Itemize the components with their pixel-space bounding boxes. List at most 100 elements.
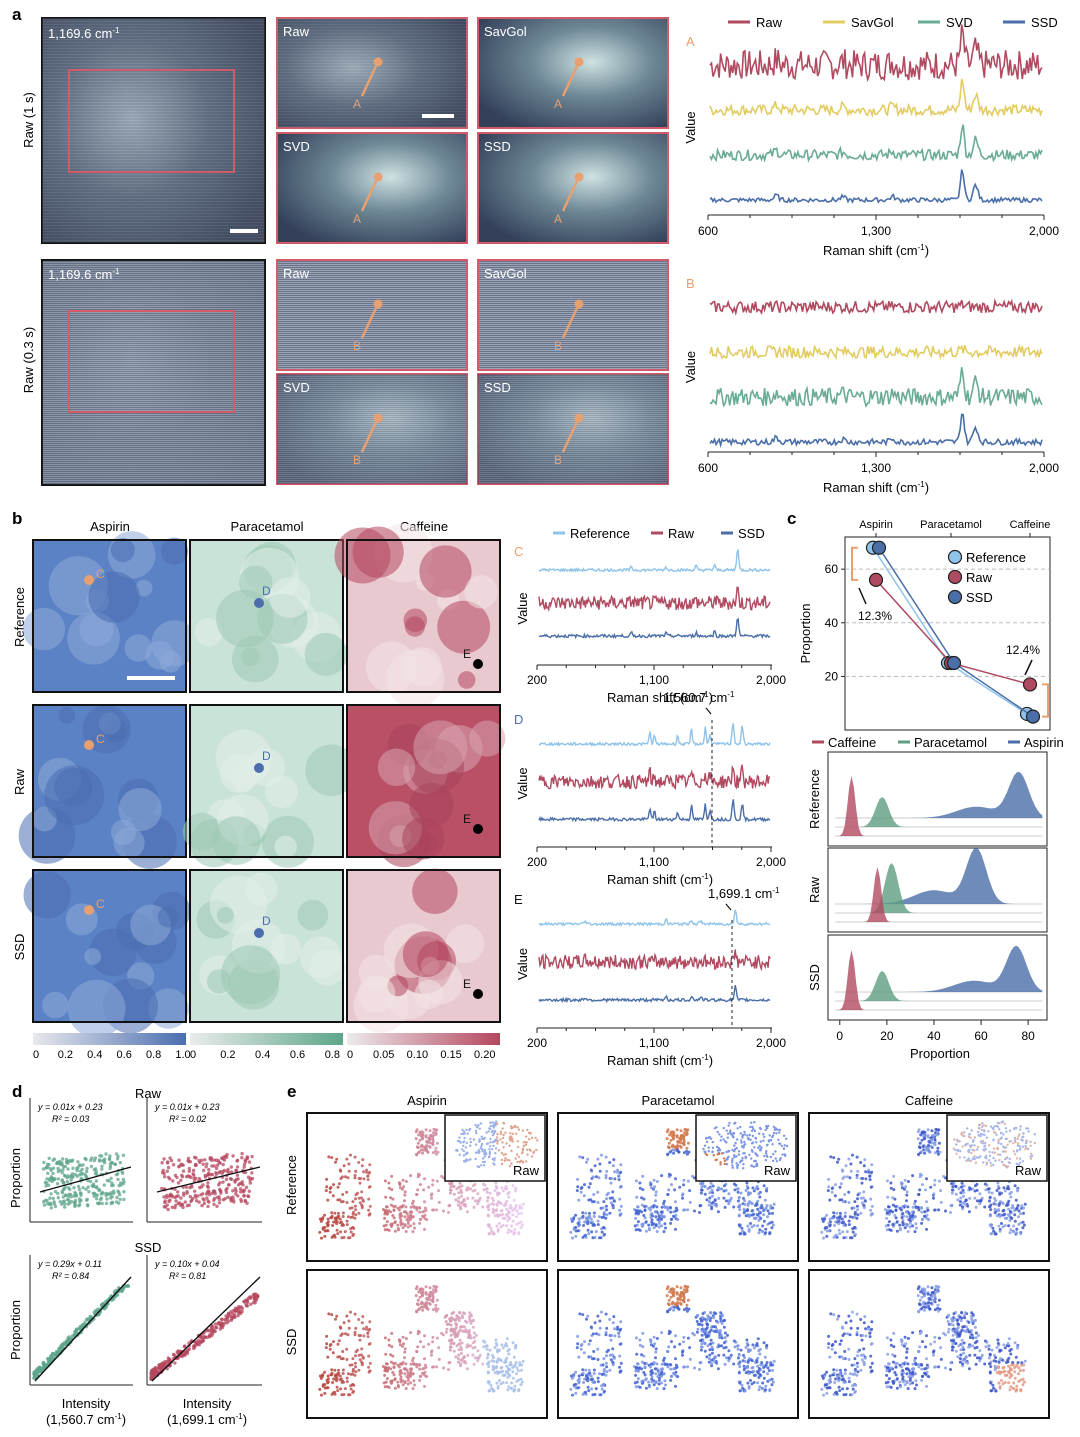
- tsne-point: [457, 1319, 461, 1323]
- inset-point: [1005, 1137, 1008, 1141]
- tsne-point: [436, 1307, 440, 1311]
- tsne-point: [462, 1198, 466, 1202]
- tsne-point: [1008, 1210, 1012, 1213]
- tsne-point: [870, 1170, 874, 1174]
- tsne-point: [884, 1224, 888, 1228]
- spectrum-panel-label: E: [514, 892, 523, 907]
- tsne-point: [908, 1221, 912, 1225]
- tsne-point: [512, 1207, 516, 1211]
- scatter-point: [252, 1295, 257, 1300]
- scatter-point: [45, 1162, 50, 1167]
- x-tick-label: 2,000: [756, 673, 786, 687]
- tsne-point: [434, 1303, 438, 1307]
- tsne-point: [830, 1190, 834, 1194]
- tsne-point: [431, 1208, 435, 1212]
- tsne-point: [498, 1379, 501, 1382]
- tsne-point: [979, 1198, 983, 1202]
- tsne-point: [691, 1174, 695, 1178]
- map-texture: [352, 526, 404, 578]
- scatter-point: [66, 1194, 71, 1198]
- inset-point: [734, 1141, 737, 1145]
- inset-point: [496, 1142, 499, 1145]
- tsne-point: [457, 1348, 461, 1352]
- tsne-point: [495, 1224, 499, 1228]
- scatter-point: [197, 1200, 201, 1204]
- tsne-point: [612, 1158, 616, 1162]
- tsne-point: [424, 1292, 428, 1296]
- scatter-point: [207, 1200, 211, 1204]
- tsne-point: [389, 1380, 393, 1383]
- scatter-point: [179, 1178, 183, 1183]
- scatter-point: [32, 1371, 36, 1375]
- tsne-point: [737, 1214, 741, 1218]
- tsne-point: [461, 1316, 465, 1320]
- scatter-point: [113, 1162, 117, 1166]
- tsne-point: [342, 1321, 346, 1325]
- tsne-point: [636, 1220, 640, 1224]
- tsne-point: [898, 1223, 902, 1227]
- tsne-point: [994, 1202, 998, 1206]
- inset-point: [1029, 1144, 1032, 1148]
- tsne-point: [358, 1338, 362, 1342]
- tsne-point: [922, 1130, 925, 1134]
- inset-point: [970, 1151, 973, 1155]
- panel-e-label: e: [287, 1082, 296, 1101]
- map-border: [189, 704, 344, 858]
- tsne-point: [660, 1217, 663, 1221]
- tsne-point: [434, 1306, 438, 1310]
- map-texture: [135, 579, 153, 597]
- inset-point: [982, 1161, 985, 1164]
- tsne-point: [676, 1218, 680, 1222]
- scatter-point: [192, 1176, 196, 1181]
- tsne-point: [418, 1138, 422, 1142]
- tsne-point: [406, 1225, 410, 1229]
- scatter-point: [246, 1175, 251, 1179]
- tsne-point: [366, 1331, 370, 1335]
- map-texture: [58, 707, 76, 724]
- tsne-point: [605, 1208, 609, 1212]
- tsne-point: [453, 1327, 457, 1331]
- tsne-point: [393, 1229, 397, 1233]
- tsne-point: [727, 1192, 731, 1196]
- r-squared: R² = 0.81: [169, 1271, 206, 1281]
- tsne-point: [345, 1380, 349, 1384]
- inset-point: [1002, 1163, 1005, 1167]
- tsne-point: [353, 1373, 357, 1377]
- tsne-point: [330, 1156, 334, 1160]
- map-raw-paracetamol: D: [182, 704, 357, 868]
- tsne-point: [837, 1219, 841, 1223]
- scatter-point: [165, 1169, 169, 1173]
- tsne-point: [406, 1371, 410, 1375]
- tsne-point: [738, 1208, 742, 1212]
- inset-point: [702, 1147, 705, 1151]
- scatter-point: [205, 1196, 209, 1200]
- scatter-point: [250, 1154, 254, 1159]
- annotation-arrow: [705, 707, 712, 715]
- tsne-point: [837, 1228, 841, 1232]
- tsne-point: [455, 1323, 458, 1327]
- tsne-point: [429, 1291, 433, 1294]
- tsne-point: [449, 1333, 453, 1337]
- tsne-point: [674, 1146, 678, 1150]
- inset-point: [466, 1132, 469, 1135]
- tsne-point: [578, 1155, 582, 1159]
- scatter-point: [53, 1204, 58, 1209]
- tsne-point: [496, 1349, 500, 1353]
- inset-point: [491, 1121, 495, 1124]
- inset-point: [733, 1122, 736, 1125]
- tsne-point: [973, 1189, 977, 1193]
- tsne-point: [634, 1211, 638, 1215]
- tsne-point: [424, 1135, 428, 1139]
- tsne-point: [974, 1205, 978, 1209]
- inset-point: [991, 1151, 994, 1154]
- tsne-point: [851, 1230, 855, 1234]
- scatter-point: [234, 1168, 238, 1173]
- tsne-point: [520, 1211, 523, 1215]
- scatter-point: [95, 1193, 99, 1198]
- tsne-point: [332, 1183, 335, 1187]
- tsne-point: [442, 1209, 445, 1213]
- tsne-point: [449, 1342, 453, 1346]
- tsne-point: [616, 1170, 619, 1174]
- tsne-point: [341, 1368, 345, 1372]
